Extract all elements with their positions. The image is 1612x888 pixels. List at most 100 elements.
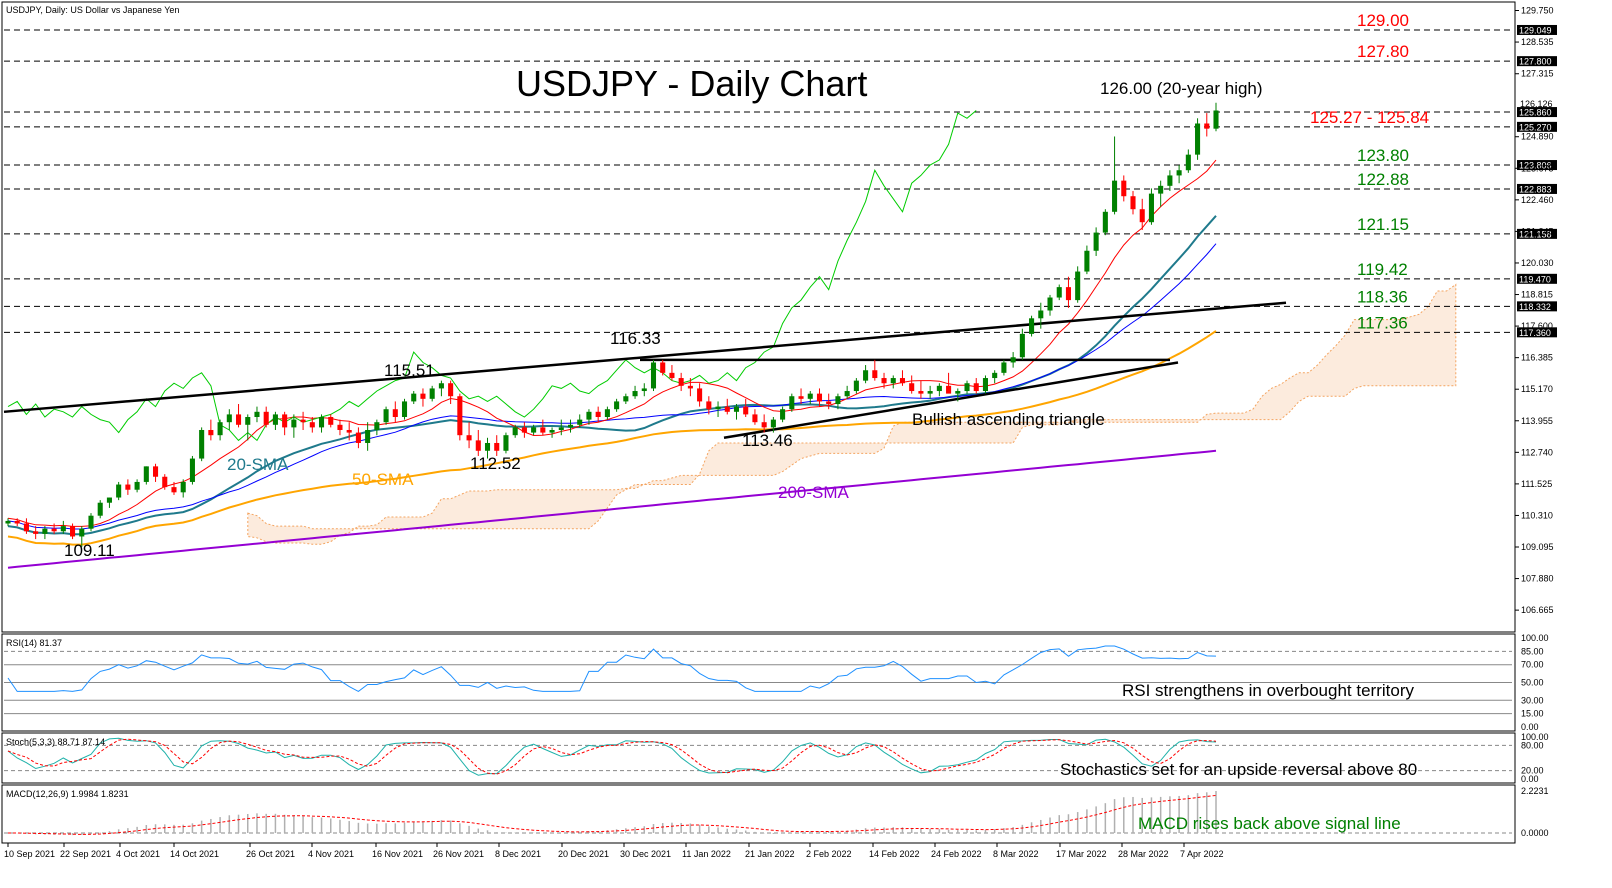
chart-header: USDJPY, Daily: US Dollar vs Japanese Yen — [6, 5, 179, 15]
label-20-sma: 20-SMA — [227, 455, 289, 474]
candle-body — [577, 419, 583, 425]
level-label: 119.42 — [1357, 260, 1408, 279]
candle-body — [1084, 250, 1090, 272]
level-tag-box — [1517, 160, 1557, 171]
candle-body — [770, 419, 776, 428]
candle-body — [346, 429, 352, 433]
main-pane-frame — [1, 1, 1516, 633]
chikou-line — [7, 110, 977, 442]
candle-body — [816, 393, 823, 402]
candle-body — [567, 424, 574, 428]
candle-body — [180, 481, 186, 493]
candle-body — [23, 523, 29, 532]
candle-body — [438, 383, 444, 389]
candle-body — [475, 440, 481, 451]
macd-note: MACD rises back above signal line — [1138, 814, 1401, 833]
level-tag-box — [1517, 107, 1557, 118]
candle-body — [217, 422, 223, 436]
candle-body — [853, 380, 859, 392]
candle-body — [245, 417, 251, 425]
candle-body — [448, 383, 454, 397]
candle-body — [457, 396, 463, 436]
rsi-tick-label: 0.00 — [1521, 722, 1539, 732]
y-tick-label: 127.315 — [1521, 69, 1554, 79]
candle-body — [79, 528, 85, 537]
stoch-tick-label: 100.00 — [1521, 732, 1549, 742]
candle-body — [623, 396, 629, 402]
level-tag: 127.800 — [1519, 57, 1552, 67]
x-tick-label: 16 Nov 2021 — [372, 849, 423, 859]
level-tag: 122.883 — [1519, 184, 1552, 194]
x-tick-label: 24 Feb 2022 — [931, 849, 982, 859]
chart-title: USDJPY - Daily Chart — [516, 63, 867, 104]
rsi-tick-label: 100.00 — [1521, 633, 1549, 643]
candle-body — [328, 417, 334, 425]
candle-body — [706, 401, 712, 410]
candle-body — [558, 427, 564, 430]
candle-body — [1121, 180, 1127, 197]
rsi-tick-label: 30.00 — [1521, 695, 1544, 705]
stoch-k-line — [7, 737, 1217, 776]
candle-body — [715, 406, 721, 410]
x-tick-label: 11 Jan 2022 — [682, 849, 731, 859]
candle-body — [355, 432, 361, 443]
level-tag: 117.360 — [1519, 328, 1551, 338]
x-tick-label: 4 Oct 2021 — [116, 849, 160, 859]
triangle-support-line — [723, 361, 1179, 440]
y-tick-label: 123.675 — [1521, 163, 1554, 173]
candle-body — [964, 383, 970, 392]
candle-body — [60, 526, 66, 532]
candle-body — [899, 378, 906, 384]
candle-body — [687, 385, 693, 389]
candle-body — [927, 391, 933, 394]
candle-body — [1167, 175, 1173, 186]
y-tick-label: 128.535 — [1521, 37, 1554, 47]
candle-body — [1065, 287, 1071, 301]
candle-body — [531, 427, 537, 433]
candle-body — [1001, 362, 1007, 373]
x-tick-label: 4 Nov 2021 — [308, 849, 354, 859]
label-200-sma: 200-SMA — [778, 483, 850, 502]
rsi-title: RSI(14) 81.37 — [6, 638, 62, 648]
candle-body — [5, 520, 11, 524]
candle-body — [42, 528, 48, 534]
candle-body — [881, 378, 887, 384]
level-tag-box — [1517, 183, 1557, 194]
candle-body — [973, 383, 979, 392]
candle-body — [337, 424, 343, 430]
candle-body — [411, 393, 417, 402]
level-label: 122.88 — [1357, 170, 1409, 189]
candle-body — [1029, 318, 1035, 334]
x-tick-label: 21 Jan 2022 — [745, 849, 795, 859]
annotation-115-51: 115.51 — [384, 361, 435, 380]
candle-body — [697, 388, 703, 402]
level-tag-box — [1517, 56, 1557, 67]
candle-body — [383, 409, 389, 423]
candle-body — [1038, 310, 1044, 319]
candle-body — [1112, 180, 1118, 212]
macd-pane-frame — [1, 784, 1516, 844]
candle-body — [162, 476, 168, 488]
y-tick-label: 112.740 — [1521, 447, 1553, 457]
level-tag-box — [1517, 121, 1557, 132]
candle-body — [134, 481, 140, 490]
candle-body — [226, 414, 232, 423]
level-tag: 118.332 — [1519, 302, 1551, 312]
level-tag-box — [1517, 24, 1557, 35]
x-tick-label: 30 Dec 2021 — [620, 849, 671, 859]
stoch-title: Stoch(5,3,3) 88.71 87.14 — [6, 737, 105, 747]
level-tag-box — [1517, 301, 1557, 312]
y-tick-label: 109.095 — [1521, 542, 1554, 552]
sma-200-line — [7, 449, 1217, 569]
candle-body — [1093, 232, 1099, 251]
rsi-tick-label: 85.00 — [1521, 646, 1544, 656]
candle-body — [1204, 123, 1210, 129]
candle-body — [494, 442, 500, 451]
candle-body — [466, 435, 472, 441]
candle-body — [660, 362, 666, 373]
candle-body — [1148, 193, 1154, 223]
y-tick-label: 107.880 — [1521, 574, 1554, 584]
level-tag-box — [1517, 273, 1557, 284]
y-tick-label: 129.750 — [1521, 5, 1554, 15]
candle-body — [106, 497, 112, 503]
